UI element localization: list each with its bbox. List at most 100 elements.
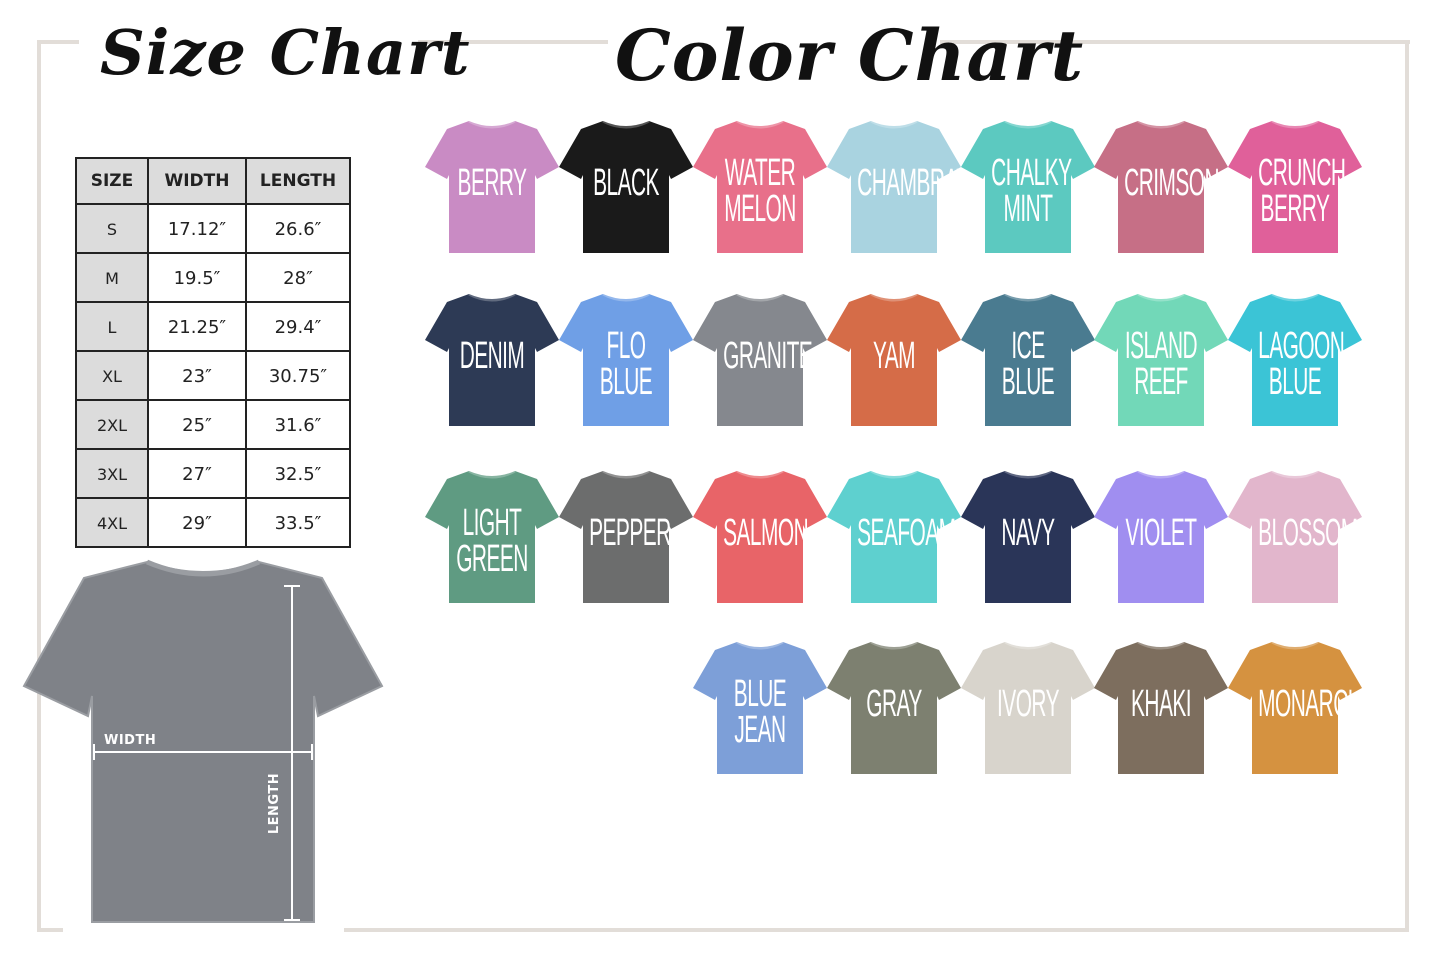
size-cell-width: 23″ [147, 350, 247, 401]
size-row: 4XL 29″ 33.5″ [75, 497, 351, 548]
size-cell-size: 2XL [75, 399, 149, 450]
color-name: MONARCH [1258, 683, 1363, 725]
color-name: BLACK [593, 162, 659, 204]
tshirt-icon [1228, 640, 1362, 774]
tshirt-icon [693, 119, 827, 253]
color-swatch-ivory: IVORY [961, 640, 1095, 776]
size-cell-size: 4XL [75, 497, 149, 548]
color-swatch-pepper: PEPPER [559, 469, 693, 605]
tshirt-icon [1094, 640, 1228, 774]
tshirt-diagram-icon [22, 559, 384, 923]
color-swatch-blossom: BLOSSOM [1228, 469, 1362, 605]
color-name: NAVY [1001, 512, 1055, 554]
color-name: KHAKI [1131, 683, 1192, 725]
color-swatch-chambray: CHAMBRAY [827, 119, 970, 255]
color-swatch-seafoam: SEAFOAM [827, 469, 961, 605]
size-cell-length: 26.6″ [245, 203, 351, 254]
size-table-header: SIZE WIDTH LENGTH [75, 157, 351, 205]
color-swatch-gray: GRAY [827, 640, 961, 776]
size-cell-width: 29″ [147, 497, 247, 548]
color-swatch-khaki: KHAKI [1094, 640, 1228, 776]
color-swatch-granite: GRANITE [693, 292, 827, 428]
size-cell-size: S [75, 203, 149, 254]
color-swatch-blue-jean: BLUE JEAN [693, 640, 827, 776]
color-swatch-denim: DENIM [425, 292, 559, 428]
size-row: 2XL 25″ 31.6″ [75, 399, 351, 450]
color-name: GRAY [866, 683, 922, 725]
color-swatch-water-melon: WATER MELON [693, 119, 827, 255]
header-length: LENGTH [245, 157, 351, 205]
header-size: SIZE [75, 157, 149, 205]
frame-top-mid [418, 40, 608, 44]
tshirt-icon [827, 119, 961, 253]
color-swatch-crunch-berry: CRUNCH BERRY [1228, 119, 1362, 255]
color-name: FLO BLUE [599, 325, 653, 403]
tshirt-icon [961, 640, 1095, 774]
tshirt-icon [425, 292, 559, 426]
tshirt-icon [961, 469, 1095, 603]
frame-left [37, 40, 41, 932]
color-name: CHAMBRAY [857, 162, 970, 204]
color-name: ISLAND REEF [1124, 325, 1198, 403]
color-name: CHALKY MINT [991, 152, 1072, 230]
tshirt-icon [559, 469, 693, 603]
color-name: VIOLET [1125, 512, 1197, 554]
size-cell-size: XL [75, 350, 149, 401]
color-swatch-crimson: CRIMSON [1094, 119, 1228, 255]
frame-bottom-left [37, 928, 63, 932]
size-cell-width: 27″ [147, 448, 247, 499]
size-cell-size: L [75, 301, 149, 352]
size-table: SIZE WIDTH LENGTH S 17.12″ 26.6″ M 19.5″ 28″ L… [75, 157, 351, 548]
frame-right [1405, 40, 1409, 932]
color-name: YAM [872, 335, 916, 377]
color-name: SEAFOAM [857, 512, 956, 554]
size-cell-length: 29.4″ [245, 301, 351, 352]
color-name: DENIM [459, 335, 525, 377]
tshirt-icon [425, 469, 559, 603]
size-row: 3XL 27″ 32.5″ [75, 448, 351, 499]
size-cell-width: 17.12″ [147, 203, 247, 254]
tshirt-icon [693, 292, 827, 426]
size-row: XL 23″ 30.75″ [75, 350, 351, 401]
tshirt-icon [1228, 119, 1362, 253]
tshirt-icon [961, 292, 1095, 426]
color-swatch-lagoon-blue: LAGOON BLUE [1228, 292, 1362, 428]
size-cell-width: 21.25″ [147, 301, 247, 352]
tshirt-icon [827, 292, 961, 426]
size-row: S 17.12″ 26.6″ [75, 203, 351, 254]
color-swatch-chalky-mint: CHALKY MINT [961, 119, 1095, 255]
color-name: BLOSSOM [1258, 512, 1358, 554]
size-chart-title: Size Chart [100, 16, 471, 89]
color-name: PEPPER [589, 512, 671, 554]
color-swatch-flo-blue: FLO BLUE [559, 292, 693, 428]
tshirt-icon [1228, 292, 1362, 426]
color-swatch-navy: NAVY [961, 469, 1095, 605]
tshirt-icon [693, 469, 827, 603]
frame-top-left [37, 40, 79, 44]
size-cell-size: M [75, 252, 149, 303]
tshirt-icon [1228, 469, 1362, 603]
tshirt-icon [1094, 469, 1228, 603]
color-name: LAGOON BLUE [1258, 325, 1345, 403]
color-name: CRIMSON [1124, 162, 1219, 204]
size-cell-length: 30.75″ [245, 350, 351, 401]
size-row: M 19.5″ 28″ [75, 252, 351, 303]
tshirt-icon [559, 292, 693, 426]
size-cell-length: 31.6″ [245, 399, 351, 450]
color-name: BERRY [457, 162, 527, 204]
color-name: SALMON [723, 512, 809, 554]
color-swatch-island-reef: ISLAND REEF [1094, 292, 1228, 428]
size-cell-width: 19.5″ [147, 252, 247, 303]
color-name: IVORY [997, 683, 1059, 725]
tshirt-icon [1094, 119, 1228, 253]
color-name: WATER MELON [724, 152, 796, 230]
color-swatch-berry: BERRY [425, 119, 559, 255]
size-cell-length: 28″ [245, 252, 351, 303]
color-chart-title: Color Chart [615, 14, 1085, 97]
color-swatch-monarch: MONARCH [1228, 640, 1363, 776]
tshirt-icon [425, 119, 559, 253]
color-name: GRANITE [723, 335, 813, 377]
measurement-shirt: WIDTH LENGTH [22, 556, 384, 924]
size-row: L 21.25″ 29.4″ [75, 301, 351, 352]
frame-top-right [940, 40, 1410, 44]
